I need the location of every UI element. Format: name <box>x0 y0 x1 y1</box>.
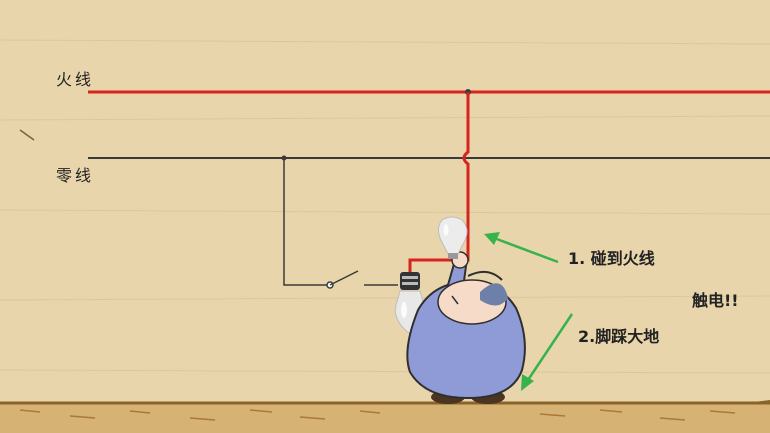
hair <box>480 283 508 306</box>
live-wire-label: 火线 <box>56 70 95 89</box>
annotation-feet-ground: 2.脚踩大地 <box>578 327 660 346</box>
paper-texture <box>0 39 770 374</box>
neutral-wire-label: 零线 <box>56 166 95 185</box>
annotation-electric-shock: 触电!! <box>692 291 739 310</box>
annotation-touch-live: 1. 碰到火线 <box>568 249 655 268</box>
arrow-to-ground <box>521 313 574 391</box>
eye <box>451 295 459 305</box>
paper-scratch <box>19 129 35 141</box>
arrow-to-live-wire <box>484 232 559 264</box>
ground-hatching <box>19 409 736 421</box>
live-branch-wire <box>408 92 470 272</box>
neutral-branch-wire <box>283 158 330 286</box>
held-bulb-base <box>448 253 458 259</box>
ground <box>0 403 770 433</box>
switch-lever <box>329 270 359 286</box>
lamp-socket <box>400 272 420 290</box>
person-figure <box>406 251 526 404</box>
